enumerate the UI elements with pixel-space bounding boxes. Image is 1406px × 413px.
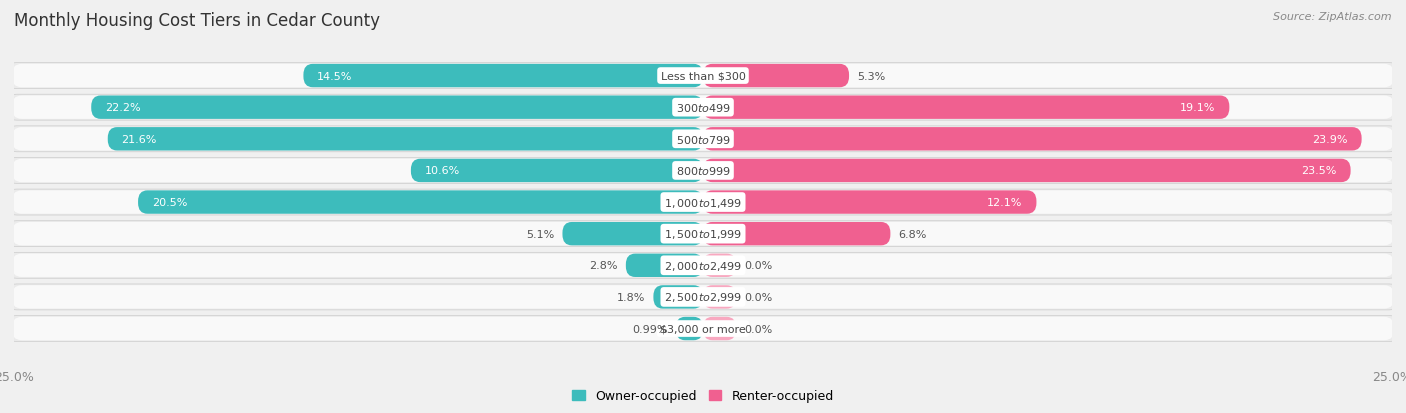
FancyBboxPatch shape [6, 190, 1400, 216]
Text: Monthly Housing Cost Tiers in Cedar County: Monthly Housing Cost Tiers in Cedar Coun… [14, 12, 380, 30]
FancyBboxPatch shape [11, 317, 1395, 340]
FancyBboxPatch shape [11, 96, 1395, 120]
Text: $1,500 to $1,999: $1,500 to $1,999 [664, 228, 742, 241]
FancyBboxPatch shape [626, 254, 703, 277]
FancyBboxPatch shape [11, 223, 1395, 246]
Text: 0.99%: 0.99% [631, 324, 668, 334]
Text: 22.2%: 22.2% [105, 103, 141, 113]
Text: $300 to $499: $300 to $499 [675, 102, 731, 114]
FancyBboxPatch shape [6, 158, 1400, 184]
FancyBboxPatch shape [676, 317, 703, 340]
Text: 5.1%: 5.1% [526, 229, 554, 239]
FancyBboxPatch shape [703, 191, 1036, 214]
Text: $2,500 to $2,999: $2,500 to $2,999 [664, 291, 742, 304]
FancyBboxPatch shape [6, 221, 1400, 247]
FancyBboxPatch shape [703, 96, 1229, 120]
Text: $500 to $799: $500 to $799 [675, 133, 731, 145]
FancyBboxPatch shape [703, 159, 1351, 183]
Text: 21.6%: 21.6% [121, 135, 157, 145]
FancyBboxPatch shape [6, 253, 1400, 279]
Text: 1.8%: 1.8% [617, 292, 645, 302]
FancyBboxPatch shape [11, 128, 1395, 151]
Text: 2.8%: 2.8% [589, 261, 617, 271]
Text: 23.9%: 23.9% [1312, 135, 1348, 145]
FancyBboxPatch shape [6, 64, 1400, 89]
FancyBboxPatch shape [11, 191, 1395, 214]
FancyBboxPatch shape [703, 254, 737, 277]
Text: 12.1%: 12.1% [987, 197, 1022, 208]
FancyBboxPatch shape [11, 254, 1395, 277]
FancyBboxPatch shape [703, 317, 737, 340]
FancyBboxPatch shape [654, 285, 703, 309]
Text: $2,000 to $2,499: $2,000 to $2,499 [664, 259, 742, 272]
Text: Less than $300: Less than $300 [661, 71, 745, 81]
Text: 10.6%: 10.6% [425, 166, 460, 176]
FancyBboxPatch shape [6, 284, 1400, 310]
Legend: Owner-occupied, Renter-occupied: Owner-occupied, Renter-occupied [568, 385, 838, 408]
FancyBboxPatch shape [138, 191, 703, 214]
FancyBboxPatch shape [703, 223, 890, 246]
Text: Source: ZipAtlas.com: Source: ZipAtlas.com [1274, 12, 1392, 22]
FancyBboxPatch shape [703, 65, 849, 88]
FancyBboxPatch shape [562, 223, 703, 246]
FancyBboxPatch shape [11, 159, 1395, 183]
FancyBboxPatch shape [411, 159, 703, 183]
Text: 0.0%: 0.0% [744, 324, 772, 334]
FancyBboxPatch shape [6, 95, 1400, 121]
Text: $800 to $999: $800 to $999 [675, 165, 731, 177]
Text: $1,000 to $1,499: $1,000 to $1,499 [664, 196, 742, 209]
Text: 0.0%: 0.0% [744, 261, 772, 271]
Text: 23.5%: 23.5% [1302, 166, 1337, 176]
FancyBboxPatch shape [703, 128, 1361, 151]
Text: 0.0%: 0.0% [744, 292, 772, 302]
FancyBboxPatch shape [11, 285, 1395, 309]
FancyBboxPatch shape [108, 128, 703, 151]
Text: 19.1%: 19.1% [1180, 103, 1216, 113]
Text: 20.5%: 20.5% [152, 197, 187, 208]
Text: 6.8%: 6.8% [898, 229, 927, 239]
FancyBboxPatch shape [6, 316, 1400, 342]
FancyBboxPatch shape [304, 65, 703, 88]
FancyBboxPatch shape [91, 96, 703, 120]
Text: 5.3%: 5.3% [858, 71, 886, 81]
FancyBboxPatch shape [703, 285, 737, 309]
Text: 14.5%: 14.5% [318, 71, 353, 81]
FancyBboxPatch shape [11, 65, 1395, 88]
FancyBboxPatch shape [6, 126, 1400, 152]
Text: $3,000 or more: $3,000 or more [661, 324, 745, 334]
